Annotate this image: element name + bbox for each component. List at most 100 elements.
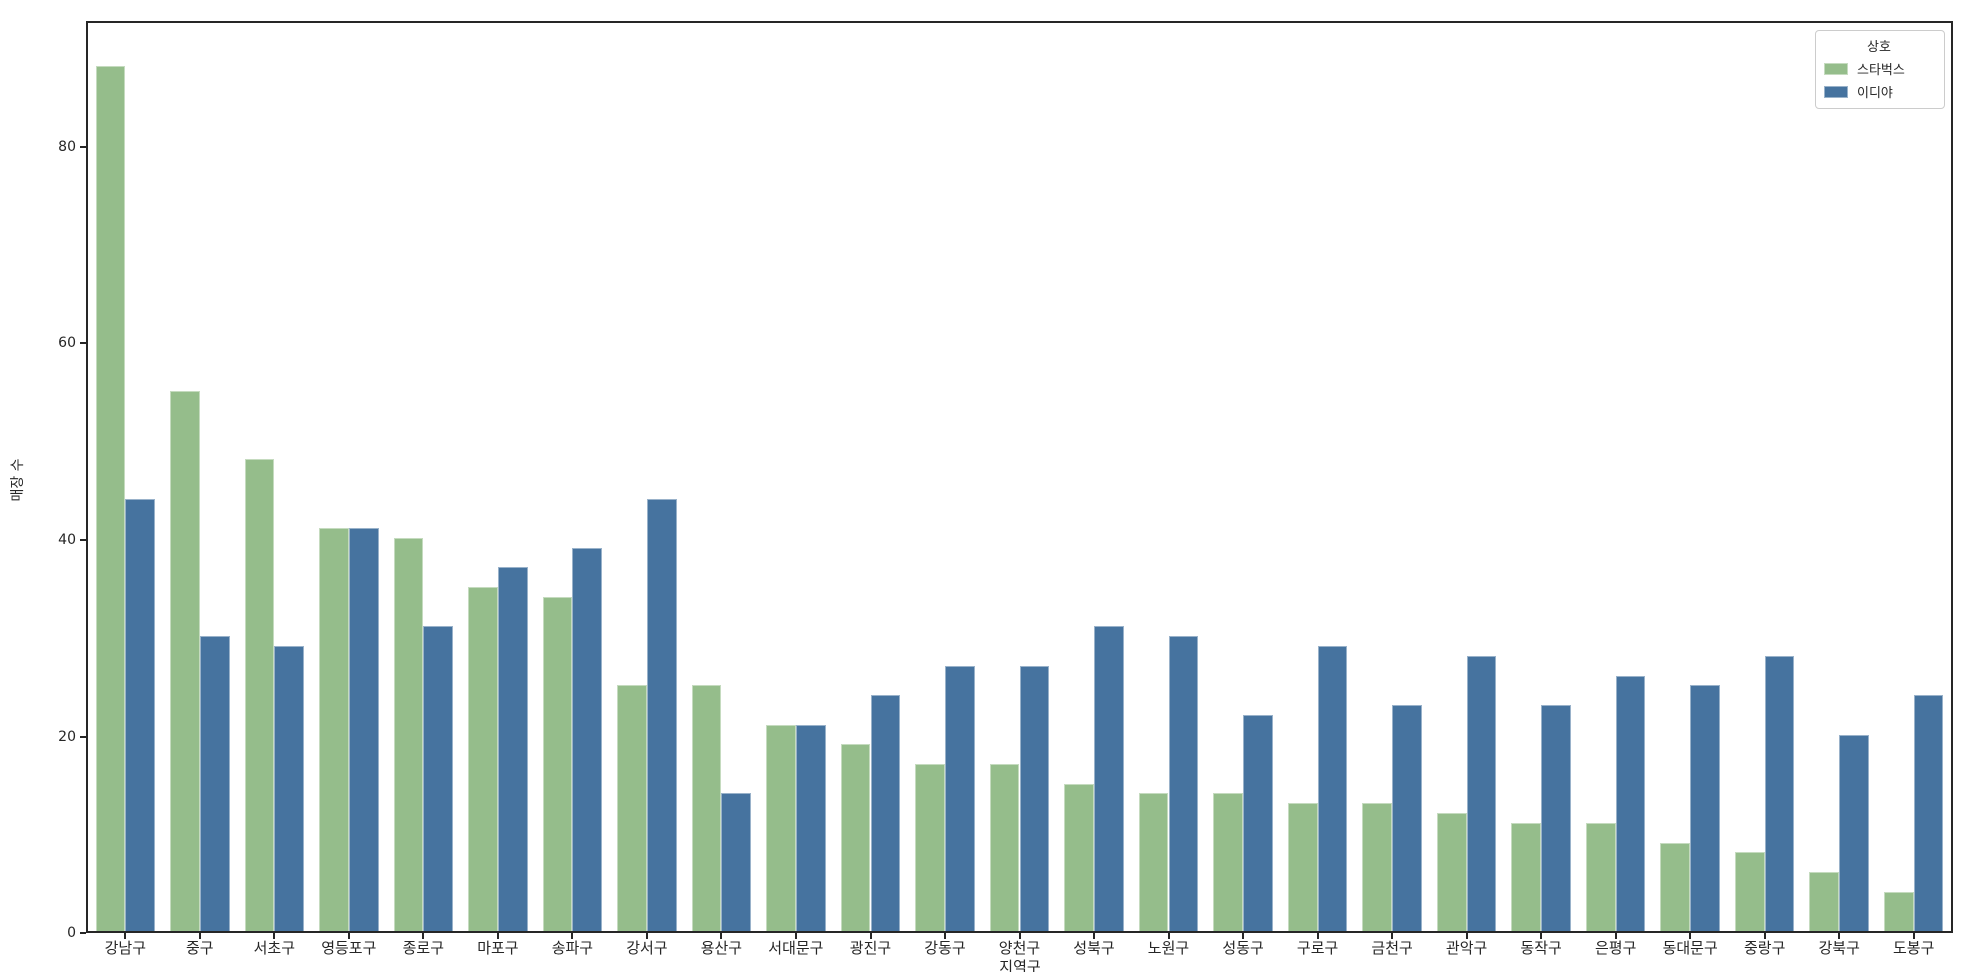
bar-스타벅스-도봉구 [1883,891,1914,931]
x-tick-label-영등포구: 영등포구 [321,939,377,957]
x-tick-mark-마포구 [496,933,499,939]
bar-이디야-종로구 [423,626,454,931]
legend-label: 이디야 [1857,86,1893,101]
x-tick-mark-서초구 [273,933,276,939]
x-axis-label: 지역구 [999,958,1041,972]
legend-label: 스타벅스 [1857,63,1905,78]
bar-스타벅스-동대문구 [1660,842,1691,931]
y-tick-label-20: 20 [58,728,76,745]
bar-스타벅스-마포구 [468,587,498,931]
bar-스타벅스-성북구 [1064,783,1094,931]
x-tick-label-강남구: 강남구 [104,939,146,957]
x-tick-mark-성동구 [1242,933,1245,939]
x-tick-label-노원구: 노원구 [1147,939,1190,957]
bar-이디야-송파구 [572,547,603,931]
bar-스타벅스-중구 [170,390,200,931]
x-tick-label-강서구: 강서구 [626,939,668,957]
x-tick-label-은평구: 은평구 [1594,939,1637,957]
x-tick-mark-금천구 [1391,933,1394,939]
bar-스타벅스-성동구 [1213,793,1244,931]
x-tick-label-중랑구: 중랑구 [1743,939,1786,957]
bar-스타벅스-양천구 [989,763,1020,931]
bar-이디야-성북구 [1094,626,1124,931]
bar-이디야-강남구 [125,498,156,931]
bar-스타벅스-광진구 [840,744,871,931]
x-tick-label-광진구: 광진구 [849,939,892,957]
bar-스타벅스-영등포구 [319,528,349,931]
bar-이디야-마포구 [497,567,528,931]
bar-이디야-관악구 [1466,655,1497,931]
x-tick-mark-동대문구 [1689,933,1692,939]
x-tick-mark-송파구 [571,933,574,939]
bar-이디야-강서구 [646,498,677,931]
x-tick-mark-용산구 [720,933,723,939]
bar-이디야-서초구 [274,646,305,931]
x-tick-mark-중구 [198,933,201,939]
legend-title: 상호 [1867,40,1891,55]
bar-이디야-광진구 [870,695,901,931]
bar-스타벅스-서대문구 [766,724,796,931]
legend-swatch-icon [1824,62,1848,75]
x-tick-mark-은평구 [1614,933,1617,939]
x-tick-mark-강서구 [645,933,648,939]
x-tick-mark-노원구 [1167,933,1170,939]
bar-스타벅스-노원구 [1138,793,1169,931]
x-tick-label-동대문구: 동대문구 [1662,939,1718,957]
bar-스타벅스-구로구 [1287,803,1318,931]
x-tick-label-동작구: 동작구 [1520,939,1562,957]
bar-이디야-강북구 [1839,734,1869,931]
bar-이디야-동대문구 [1690,685,1720,931]
x-tick-mark-종로구 [422,933,425,939]
x-tick-mark-양천구 [1018,933,1021,939]
x-tick-mark-중랑구 [1763,933,1766,939]
bar-이디야-중랑구 [1764,655,1795,931]
bar-스타벅스-용산구 [691,685,722,931]
bar-스타벅스-송파구 [542,596,573,931]
x-tick-mark-광진구 [869,933,872,939]
bar-스타벅스-강남구 [95,66,126,931]
x-tick-label-중구: 중구 [185,939,214,957]
bar-이디야-용산구 [721,793,752,931]
bar-이디야-구로구 [1317,646,1348,931]
bar-이디야-서대문구 [795,724,826,931]
y-tick-mark-80 [80,145,86,148]
x-tick-label-강북구: 강북구 [1818,939,1860,957]
x-tick-label-도봉구: 도봉구 [1892,939,1935,957]
bar-이디야-금천구 [1392,705,1422,931]
bar-이디야-노원구 [1168,636,1199,931]
bar-스타벅스-강북구 [1809,872,1840,931]
y-tick-label-0: 0 [67,925,76,941]
y-tick-mark-0 [80,932,86,934]
x-tick-label-서대문구: 서대문구 [768,939,824,957]
x-tick-label-송파구: 송파구 [551,939,594,957]
x-tick-mark-구로구 [1316,933,1319,939]
x-tick-mark-영등포구 [347,933,350,939]
y-tick-label-80: 80 [58,138,76,155]
bar-스타벅스-은평구 [1585,822,1616,931]
bar-스타벅스-종로구 [393,537,424,931]
bar-이디야-중구 [199,636,230,931]
y-tick-mark-20 [80,735,86,738]
legend-item-스타벅스: 스타벅스 [1824,59,1934,78]
x-tick-mark-강남구 [124,933,127,939]
x-tick-label-마포구: 마포구 [477,939,519,957]
x-tick-mark-동작구 [1540,933,1543,939]
bar-스타벅스-강서구 [617,685,647,931]
x-tick-mark-성북구 [1093,933,1095,939]
x-tick-label-성북구: 성북구 [1073,939,1115,957]
x-tick-label-강동구: 강동구 [924,939,966,957]
x-tick-label-성동구: 성동구 [1222,939,1264,957]
x-tick-label-종로구: 종로구 [402,939,444,957]
x-tick-mark-도봉구 [1912,933,1915,939]
x-tick-label-금천구: 금천구 [1371,939,1413,957]
legend-item-이디야: 이디야 [1824,82,1934,101]
y-axis-label: 매장 수 [10,458,26,502]
y-tick-label-60: 60 [58,335,76,352]
bar-이디야-양천구 [1019,665,1050,931]
bar-스타벅스-관악구 [1436,813,1467,931]
x-tick-mark-강북구 [1838,933,1841,939]
